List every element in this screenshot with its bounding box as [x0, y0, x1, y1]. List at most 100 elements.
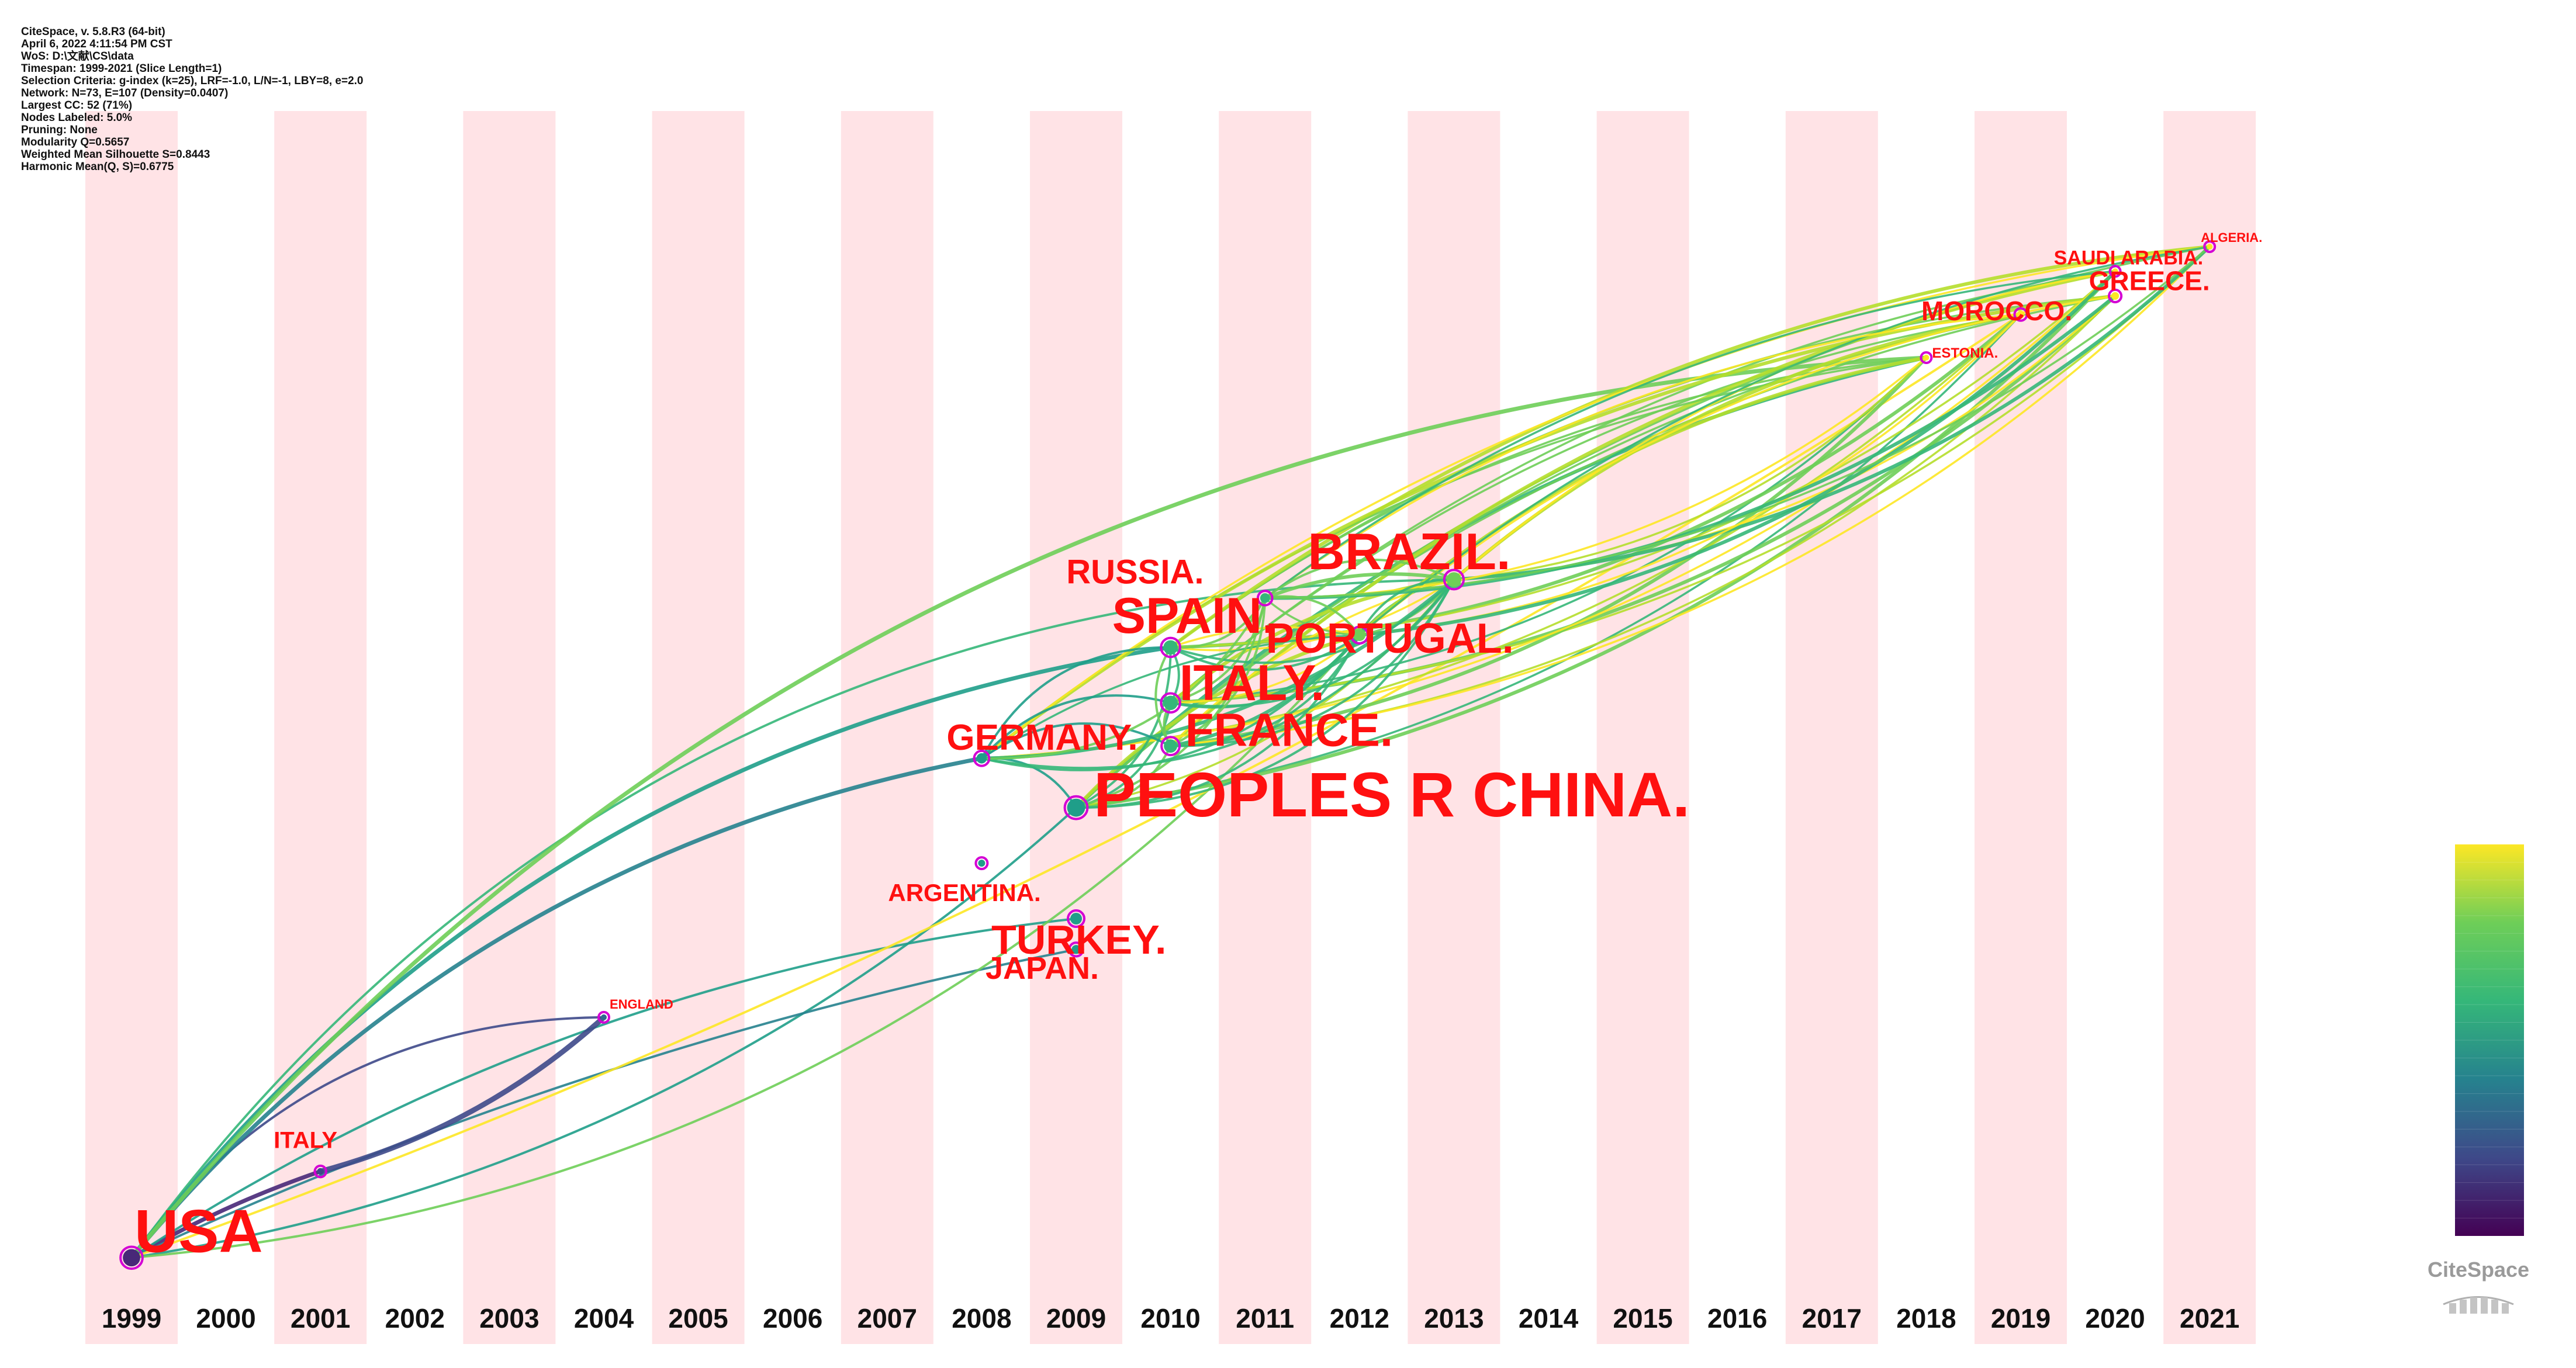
node-saudiarabia[interactable] — [2112, 268, 2118, 275]
link-france-algeria — [1170, 245, 2211, 747]
node-portugal[interactable] — [1353, 629, 1366, 642]
year-band-2001 — [274, 111, 367, 1344]
label-usa[interactable]: USA — [134, 1197, 263, 1265]
year-label-2012: 2012 — [1330, 1303, 1389, 1334]
link-italy-england — [320, 1015, 606, 1174]
node-ring — [2013, 307, 2028, 322]
label-portugal[interactable]: PORTUGAL. — [1266, 615, 1514, 662]
link-brazil-russia — [1264, 558, 1455, 600]
year-band-2021 — [2163, 111, 2256, 1344]
label-italy[interactable]: ITALY. — [1180, 655, 1325, 711]
link-usa-spain — [130, 645, 1171, 1259]
year-label-1999: 1999 — [102, 1303, 161, 1334]
link-france-germany — [981, 722, 1171, 760]
node-ring — [1443, 569, 1465, 591]
link-usa-germany — [130, 756, 983, 1259]
label-spain[interactable]: SPAIN. — [1112, 588, 1276, 644]
link-spain-algeria — [1169, 245, 2210, 649]
link-russia-morocco — [1264, 313, 2021, 599]
node-japan[interactable] — [1071, 945, 1081, 954]
year-label-2016: 2016 — [1707, 1303, 1767, 1334]
info-line: CiteSpace, v. 5.8.R3 (64-bit) — [21, 26, 165, 38]
year-label-2011: 2011 — [1236, 1303, 1294, 1334]
info-line: Selection Criteria: g-index (k=25), LRF=… — [21, 75, 364, 87]
label-greece[interactable]: GREECE. — [2089, 266, 2210, 296]
link-usa-italy — [130, 1169, 321, 1260]
node-turkey[interactable] — [1070, 913, 1082, 925]
node-ring — [1067, 909, 1085, 929]
citespace-logo: CiteSpace — [2414, 1258, 2543, 1322]
node-england[interactable] — [601, 1014, 607, 1020]
year-label-2006: 2006 — [763, 1303, 822, 1334]
link-portugal-algeria — [1358, 245, 2210, 636]
node-ring — [313, 1164, 327, 1179]
node-ring — [1160, 736, 1181, 757]
link-russia-saudiarabia — [1264, 270, 2115, 599]
link-spain-brazil — [1170, 579, 1455, 652]
label-russia[interactable]: RUSSIA. — [1066, 553, 1204, 591]
year-band-2015 — [1596, 111, 1689, 1344]
label-brazil[interactable]: BRAZIL. — [1308, 522, 1510, 580]
label-peoplesrchina[interactable]: PEOPLES R CHINA. — [1094, 759, 1690, 830]
link-peoplesrchina-portugal — [1076, 634, 1361, 809]
year-label-2004: 2004 — [574, 1303, 634, 1334]
node-spain[interactable] — [1163, 640, 1178, 655]
link-brazil-portugal — [1358, 578, 1454, 636]
node-ring — [1256, 590, 1274, 607]
label-algeria[interactable]: ALGERIA. — [2201, 230, 2262, 245]
year-label-2017: 2017 — [1802, 1303, 1862, 1334]
node-italy[interactable] — [1163, 695, 1178, 711]
info-line: Network: N=73, E=107 (Density=0.0407) — [21, 87, 229, 99]
label-turkey[interactable]: TURKEY. — [991, 917, 1166, 962]
year-band-1999 — [85, 111, 178, 1344]
link-usa-brazil — [130, 578, 1454, 1259]
node-peoplesrchina[interactable] — [1067, 798, 1085, 817]
node-argentina[interactable] — [978, 860, 986, 867]
label-estonia[interactable]: ESTONIA. — [1932, 345, 1998, 361]
label-argentina[interactable]: ARGENTINA. — [888, 879, 1040, 906]
link-portugal-greece — [1358, 295, 2115, 636]
link-germany-saudiarabia — [981, 271, 2116, 760]
node-russia[interactable] — [1260, 593, 1270, 603]
year-label-2013: 2013 — [1424, 1303, 1484, 1334]
link-germany-greece — [980, 294, 2115, 760]
link-spain-germany — [980, 646, 1171, 759]
label-morocco[interactable]: MOROCCO. — [1921, 296, 2072, 326]
year-band-2005 — [652, 111, 745, 1344]
info-line: April 6, 2022 4:11:54 PM CST — [21, 38, 172, 50]
link-russia-greece — [1265, 295, 2117, 600]
year-label-2019: 2019 — [1991, 1303, 2051, 1334]
node-ring — [119, 1245, 144, 1270]
label-japan[interactable]: JAPAN. — [986, 951, 1099, 986]
info-line: Largest CC: 52 (71%) — [21, 99, 133, 112]
node-ring — [2108, 265, 2122, 278]
network-info-panel: CiteSpace, v. 5.8.R3 (64-bit) April 6, 2… — [21, 26, 547, 173]
label-england[interactable]: ENGLAND — [610, 997, 673, 1012]
label-italy[interactable]: ITALY — [274, 1128, 337, 1154]
info-line: Pruning: None — [21, 124, 98, 136]
node-greece[interactable] — [2111, 292, 2119, 300]
node-estonia[interactable] — [1923, 355, 1930, 361]
node-usa[interactable] — [123, 1249, 140, 1267]
year-band-2017 — [1785, 111, 1878, 1344]
node-france[interactable] — [1164, 739, 1178, 753]
label-germany[interactable]: GERMANY. — [946, 718, 1137, 758]
label-saudiarabia[interactable]: SAUDI ARABIA. — [2054, 247, 2204, 269]
node-ring — [597, 1010, 610, 1024]
year-label-2007: 2007 — [857, 1303, 917, 1334]
logo-graphic — [2443, 1296, 2514, 1314]
year-label-2018: 2018 — [1896, 1303, 1956, 1334]
node-morocco[interactable] — [2017, 310, 2025, 318]
node-italy[interactable] — [317, 1168, 324, 1175]
link-russia-portugal — [1264, 597, 1360, 636]
link-italy-russia — [1170, 598, 1267, 704]
node-ring — [2203, 240, 2217, 254]
node-ring — [973, 749, 991, 767]
node-germany[interactable] — [976, 753, 987, 764]
link-peoplesrchina-russia — [1076, 598, 1267, 809]
link-usa-estonia — [130, 355, 1927, 1259]
node-brazil[interactable] — [1446, 572, 1461, 587]
info-line: Modularity Q=0.5657 — [21, 136, 130, 148]
label-france[interactable]: FRANCE. — [1185, 704, 1394, 756]
node-algeria[interactable] — [2207, 244, 2213, 250]
